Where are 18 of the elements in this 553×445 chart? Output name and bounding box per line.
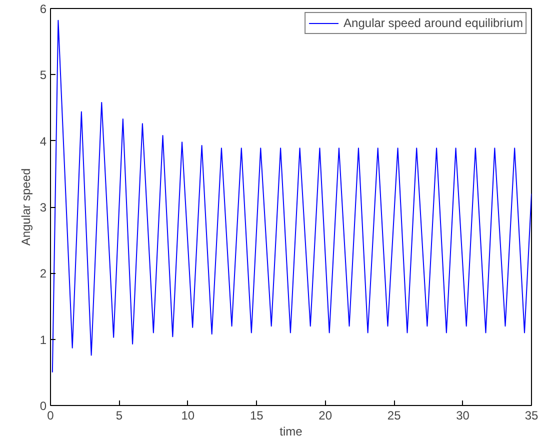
x-tick-label: 35 bbox=[524, 408, 538, 422]
x-axis-title: time bbox=[280, 424, 303, 438]
y-axis-title: Angular speed bbox=[18, 168, 33, 246]
x-tick-label: 5 bbox=[116, 408, 123, 422]
x-tick-label: 10 bbox=[181, 408, 195, 422]
x-tick-label: 20 bbox=[318, 408, 332, 422]
y-tick-label: 3 bbox=[40, 200, 47, 214]
y-tick-label: 0 bbox=[40, 399, 47, 413]
y-tick-label: 5 bbox=[40, 68, 47, 82]
line-series bbox=[52, 20, 532, 373]
y-tick-label: 1 bbox=[40, 332, 47, 347]
y-tick-label: 6 bbox=[40, 2, 47, 16]
legend-label: Angular speed around equilibrium bbox=[344, 16, 523, 30]
x-tick-label: 25 bbox=[387, 408, 402, 422]
x-tick-label: 15 bbox=[250, 408, 264, 422]
y-tick-label: 4 bbox=[40, 134, 47, 148]
y-tick-label: 2 bbox=[40, 266, 47, 281]
x-tick-label: 30 bbox=[456, 408, 470, 422]
